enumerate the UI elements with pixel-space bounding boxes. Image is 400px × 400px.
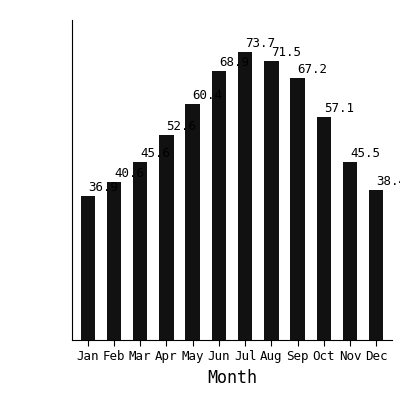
- Text: 68.9: 68.9: [219, 56, 249, 69]
- Text: 36.9: 36.9: [88, 181, 118, 194]
- Text: 40.6: 40.6: [114, 167, 144, 180]
- Text: 73.7: 73.7: [245, 38, 275, 50]
- Text: 45.5: 45.5: [350, 148, 380, 160]
- Text: 67.2: 67.2: [298, 63, 328, 76]
- Bar: [238, 52, 252, 340]
- Text: 57.1: 57.1: [324, 102, 354, 115]
- Bar: [107, 182, 121, 340]
- Text: 38.4: 38.4: [376, 175, 400, 188]
- Bar: [343, 162, 357, 340]
- Bar: [264, 61, 278, 340]
- Bar: [186, 104, 200, 340]
- Text: 52.6: 52.6: [166, 120, 196, 133]
- Text: 71.5: 71.5: [271, 46, 301, 59]
- Bar: [159, 135, 174, 340]
- Text: 60.4: 60.4: [193, 89, 223, 102]
- Bar: [290, 78, 305, 340]
- Bar: [316, 117, 331, 340]
- X-axis label: Month: Month: [207, 369, 257, 387]
- Bar: [212, 71, 226, 340]
- Bar: [80, 196, 95, 340]
- Bar: [369, 190, 384, 340]
- Bar: [133, 162, 148, 340]
- Text: 45.6: 45.6: [140, 147, 170, 160]
